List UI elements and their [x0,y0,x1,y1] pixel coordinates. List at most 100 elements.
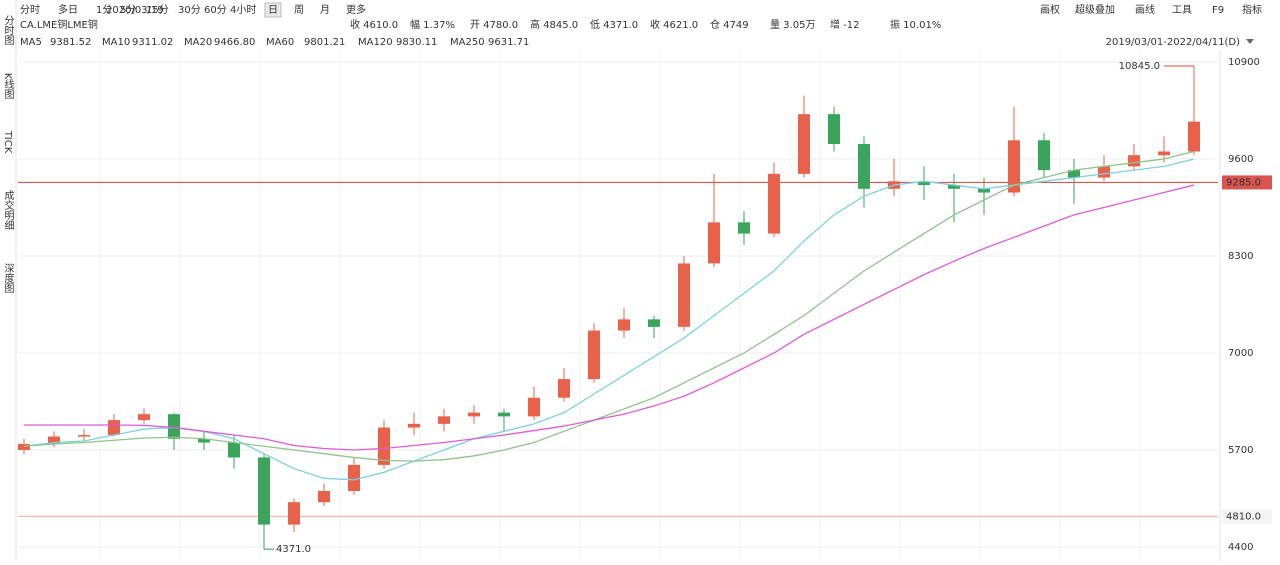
quote-item: 高 4845.0 [530,18,578,31]
legend-name: MA120 [358,37,393,48]
candle-body [558,379,570,398]
candle-body [468,412,480,417]
candle-body [708,222,720,264]
quote-item: 低 4371.0 [590,18,638,31]
ma-value: 9311.02 [132,37,173,48]
candle-body [858,144,870,189]
ma-line [24,184,1195,451]
side-tab[interactable]: TICK [2,130,13,154]
candle-body [408,423,420,428]
candle-body [738,222,750,234]
legend-name: MA60 [266,37,294,48]
date-range: 2019/03/01-2022/04/11(D) [1106,37,1240,48]
quote-item: 幅 1.37% [410,18,455,31]
candle-body [1068,170,1080,178]
tool-button[interactable]: F9 [1212,5,1224,16]
candle-body [1188,121,1200,152]
side-tab[interactable]: K线图 [2,73,14,100]
side-tab[interactable]: 成交明细 [2,190,14,230]
candle-body [288,502,300,525]
tool-button[interactable]: 画线 [1135,3,1155,16]
candle-body [48,436,60,444]
candle-body [528,397,540,417]
tool-button[interactable]: 指标 [1242,3,1262,16]
candle-body [948,185,960,189]
period-tab[interactable]: 60分 [204,4,227,16]
candle-body [648,319,660,327]
quote-item: 振 10.01% [890,18,941,31]
candle-body [1038,140,1050,171]
period-tab[interactable]: 日 [268,5,278,16]
price-tag-label: 4810.0 [1226,511,1261,522]
annotation: 10845.0 [1119,61,1160,72]
y-tick-label: 9600 [1228,154,1253,165]
active-period-bg [264,2,282,18]
candle-body [828,114,840,145]
candle-body [438,416,450,424]
candle-body [768,173,780,234]
y-tick-label: 4400 [1228,542,1253,553]
candle-body [348,464,360,492]
candle-body [108,420,120,436]
candle-body [78,435,90,437]
candle-body [918,181,930,186]
quote-item: 收 4621.0 [650,18,698,31]
quote-item: 仓 4749 [710,18,749,31]
price-tag [1222,509,1272,524]
range-dropdown[interactable] [1246,39,1254,44]
period-tab[interactable]: 分时 [20,4,40,16]
legend-value: 9631.71 [488,37,529,48]
annotation: 4371.0 [276,544,311,555]
candle-body [168,414,180,439]
ma-name: MA20 [184,37,212,48]
tool-button[interactable]: 画权 [1040,3,1060,16]
period-tab[interactable]: 周 [294,4,304,16]
ma-name: MA5 [20,37,42,48]
candle-body [1098,166,1110,178]
candle-body [1158,151,1170,156]
candle-body [18,443,30,450]
candle-body [378,427,390,465]
legend-value: 9830.11 [396,37,437,48]
side-tab[interactable]: 分时图 [2,15,14,46]
ma-line [23,158,1195,481]
ma-value: 9466.80 [214,37,255,48]
date: 2020/03/19 [106,5,164,16]
period-tab[interactable]: 4小时 [230,4,256,16]
period-tab[interactable]: 更多 [346,3,366,16]
candle-body [978,188,990,193]
legend-name: MA250 [450,37,485,48]
legend-value: 9801.21 [304,37,345,48]
tool-button[interactable]: 工具 [1172,4,1192,16]
y-tick-label: 8300 [1228,251,1253,262]
symbol: CA.LME铜LME铜 [20,19,98,31]
price-tag-label: 9285.0 [1226,177,1261,188]
candle-body [138,414,150,421]
side-tab[interactable]: 深度图 [2,263,14,294]
candle-body [318,491,330,503]
candle-body [1008,140,1020,193]
quote-item: 收 4610.0 [350,18,398,31]
candle-body [798,114,810,174]
period-tab[interactable]: 月 [320,4,330,16]
period-tab[interactable]: 15分 [146,4,169,16]
period-tab[interactable]: 1分 [96,4,112,16]
candle-body [198,438,210,443]
quote-item: 增 -12 [830,18,860,31]
candle-body [588,330,600,380]
candle-body [678,263,690,327]
tool-button[interactable]: 超级叠加 [1075,3,1115,16]
candle-body [498,412,510,417]
y-tick-label: 5700 [1228,445,1253,456]
price-tag [1222,175,1272,190]
candle-body [1128,155,1140,167]
period-tab[interactable]: 多日 [58,3,78,16]
quote-item: 量 3.05万 [770,19,815,31]
period-tab[interactable]: 5分 [120,4,136,16]
period-tab[interactable]: 30分 [178,4,201,16]
ma-line [23,150,1195,462]
candle-body [258,457,270,525]
